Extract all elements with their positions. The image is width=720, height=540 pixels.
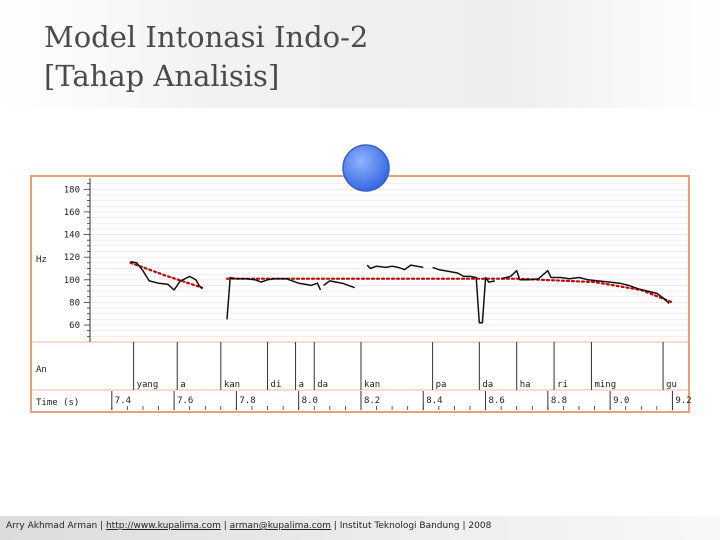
pointer-ball-icon	[342, 144, 390, 192]
footer-url-link[interactable]: http://www.kupalima.com	[105, 521, 221, 531]
footer-sep: |	[459, 521, 469, 531]
model-line	[225, 277, 674, 304]
y-tick-label: 100	[64, 276, 80, 286]
y-tick-label: 140	[64, 231, 80, 241]
syllable-label: kan	[364, 380, 380, 390]
y-tick-label: 80	[69, 298, 80, 308]
time-axis-label: Time (s)	[36, 398, 79, 408]
y-axis-label: Hz	[36, 255, 47, 265]
time-tick-label: 8.8	[551, 396, 567, 406]
title-line-1: Model Intonasi Indo-2	[44, 20, 369, 54]
slide-title: Model Intonasi Indo-2 [Tahap Analisis]	[44, 18, 704, 96]
syllable-label: ri	[557, 380, 568, 390]
y-tick-label: 60	[69, 321, 80, 331]
time-tick-label: 7.4	[115, 396, 131, 406]
time-ticks: 7.4 7.6 7.8 8.0 8.2 8.4 8.6 8.8 9.0 9.2	[111, 391, 692, 410]
pitch-panel	[90, 183, 688, 337]
footer-author: Arry Akhmad Arman	[6, 521, 98, 531]
figure-frame	[30, 175, 690, 413]
footer-institution: Institut Teknologi Bandung	[339, 521, 460, 531]
y-tick-label: 180	[64, 185, 80, 195]
syllable-label: di	[271, 380, 282, 390]
pitch-contour	[130, 260, 670, 324]
syllable-label: kan	[224, 380, 240, 390]
pitch-line	[130, 260, 203, 291]
syllable-label: da	[317, 380, 328, 390]
time-tick-label: 9.2	[675, 396, 691, 406]
time-tick-label: 8.2	[364, 396, 380, 406]
y-tick-label: 120	[64, 253, 80, 263]
syllable-label: yang	[137, 380, 159, 390]
time-tick-label: 8.4	[426, 396, 442, 406]
footer-sep: |	[220, 521, 230, 531]
model-contour	[129, 261, 674, 304]
syllable-label: gu	[666, 380, 677, 390]
time-tick-label: 8.0	[302, 396, 318, 406]
footer-sep: |	[97, 521, 106, 531]
y-ticks: 60 80 100 120 140 160 180	[64, 183, 90, 337]
syllable-tier: yang a kan di a da kan pa da ha ri ming gu	[133, 342, 677, 390]
time-tick-label: 7.6	[177, 396, 193, 406]
syllable-label: pa	[436, 380, 447, 390]
tier-label: An	[36, 365, 47, 375]
time-tick-label: 9.0	[613, 396, 629, 406]
syllable-label: a	[299, 380, 304, 390]
y-tick-label: 160	[64, 208, 80, 218]
time-tick-label: 8.6	[489, 396, 505, 406]
slide-footer: Arry Akhmad Arman | http://www.kupalima.…	[0, 516, 720, 540]
footer-sep: |	[330, 521, 340, 531]
syllable-label: da	[482, 380, 493, 390]
syllable-label: ming	[594, 380, 616, 390]
time-tick-label: 7.8	[239, 396, 255, 406]
model-line	[129, 261, 204, 289]
syllable-label: a	[180, 380, 185, 390]
syllable-label: ha	[520, 380, 531, 390]
pitch-line	[226, 276, 322, 320]
footer-year: 2008	[468, 521, 492, 531]
footer-email-link[interactable]: arman@kupalima.com	[229, 521, 331, 531]
pitch-line	[500, 269, 670, 305]
pitch-line	[432, 266, 496, 324]
pitch-line	[323, 280, 355, 289]
footer-credits: Arry Akhmad Arman | http://www.kupalima.…	[6, 521, 491, 531]
title-line-2: [Tahap Analisis]	[44, 59, 280, 93]
slide-header: Model Intonasi Indo-2 [Tahap Analisis]	[0, 0, 720, 108]
pitch-line	[366, 264, 424, 271]
